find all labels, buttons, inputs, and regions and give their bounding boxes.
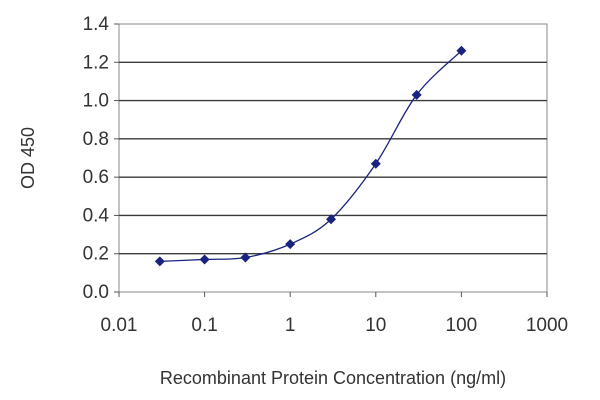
data-point [285, 239, 296, 250]
data-point [240, 252, 251, 263]
x-tick-label: 1 [285, 315, 296, 336]
data-point [199, 254, 210, 265]
data-point [154, 256, 165, 267]
y-tick-label: 0.6 [83, 167, 109, 188]
data-point [411, 89, 422, 100]
x-tick-label: 100 [446, 315, 478, 336]
y-tick-label: 0.8 [83, 129, 109, 150]
y-tick-label: 1.0 [83, 91, 109, 112]
data-point [456, 45, 467, 56]
y-tick-label: 0.4 [83, 205, 110, 226]
plot-area [118, 23, 548, 293]
data-point [326, 214, 337, 225]
x-axis-title: Recombinant Protein Concentration (ng/ml… [160, 368, 506, 388]
fit-curve [159, 50, 462, 263]
y-tick-label: 1.2 [83, 52, 109, 73]
y-tick-label: 0.0 [83, 282, 109, 303]
data-point [370, 158, 381, 169]
y-axis: 0.0 0.2 0.4 0.6 0.8 1.0 1.2 1.4 [83, 14, 119, 303]
y-axis-title: OD 450 [18, 127, 38, 189]
x-tick-label: 1000 [526, 315, 568, 336]
x-tick-label: 10 [365, 315, 386, 336]
x-axis: 0.01 0.1 1 10 100 1000 [101, 292, 568, 336]
x-tick-label: 0.1 [191, 315, 217, 336]
y-tick-label: 1.4 [83, 14, 110, 35]
data-points [154, 45, 467, 267]
grid-lines [119, 61, 547, 255]
y-tick-label: 0.2 [83, 244, 109, 265]
x-tick-label: 0.01 [101, 315, 138, 336]
